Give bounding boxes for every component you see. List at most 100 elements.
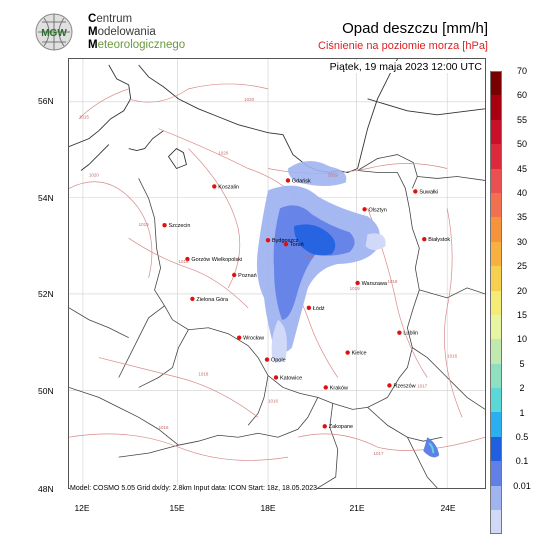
city-marker xyxy=(185,256,190,262)
city-label: Olsztyn xyxy=(369,207,387,213)
city-label: Łódź xyxy=(313,306,325,312)
isobar-label: 1016 xyxy=(447,354,457,359)
precipitation-map: Gdańsk Koszalin Szczecin Olsztyn Suwałki Biał… xyxy=(68,58,486,489)
city-label: Rzeszów xyxy=(393,383,415,389)
lat-label: 52N xyxy=(38,289,54,299)
lat-label: 54N xyxy=(38,193,54,203)
city-label: Bydgoszcz xyxy=(272,238,299,244)
organization-name: Centrum Modelowania Meteorologicznego xyxy=(88,13,186,51)
city-label: Szczecin xyxy=(169,223,191,229)
legend-swatch xyxy=(490,217,502,242)
city-label: Białystok xyxy=(428,237,450,243)
legend-swatch xyxy=(490,266,502,291)
isobar-label: 1019 xyxy=(139,222,149,227)
isobar-label: 1019 xyxy=(328,172,338,177)
imgw-logo: MGW xyxy=(35,13,73,51)
legend-swatch xyxy=(490,144,502,169)
precipitation-legend xyxy=(490,71,502,535)
legend-swatch xyxy=(490,412,502,437)
legend-tick-label: 5 xyxy=(519,358,525,369)
city-marker xyxy=(212,184,217,189)
legend-tick-label: 0.5 xyxy=(515,432,529,442)
isobar-label: 1015 xyxy=(79,115,89,120)
city-marker xyxy=(264,357,270,362)
isobar-label: 1019 xyxy=(350,286,360,291)
city-marker xyxy=(323,385,328,390)
legend-swatch xyxy=(490,241,502,267)
isobar-label: 1017 xyxy=(374,451,384,456)
city-marker xyxy=(322,424,327,429)
isobar-label: 1016 xyxy=(268,398,278,403)
legend-swatch xyxy=(490,363,502,389)
city-label: Suwałki xyxy=(419,189,438,195)
legend-tick-label: 15 xyxy=(516,310,527,320)
legend-tick-label: 60 xyxy=(516,90,527,101)
legend-tick-label: 10 xyxy=(516,334,527,345)
isobar-label: 1018 xyxy=(159,425,169,430)
lon-label: 21E xyxy=(349,503,365,513)
legend-swatch xyxy=(490,119,502,145)
legend-tick-label: 55 xyxy=(516,114,527,125)
city-label: Opole xyxy=(271,358,286,364)
legend-swatch xyxy=(490,510,502,535)
city-marker xyxy=(232,272,237,278)
legend-tick-label: 25 xyxy=(516,261,527,272)
legend-tick-label: 35 xyxy=(516,212,527,223)
legend-tick-label: 1 xyxy=(519,407,525,418)
city-label: Kielce xyxy=(352,351,367,357)
city-label: Gdańsk xyxy=(292,178,311,184)
city-label: Zielona Góra xyxy=(196,297,229,303)
city-marker xyxy=(422,236,427,242)
city-marker xyxy=(162,223,167,228)
legend-swatch xyxy=(490,485,502,511)
legend-tick-label: 0.1 xyxy=(515,456,529,467)
lat-label: 56N xyxy=(38,96,54,106)
isobar-label: 1018 xyxy=(198,372,208,377)
legend-swatch xyxy=(490,436,502,462)
legend-tick-label: 45 xyxy=(516,163,527,174)
city-marker xyxy=(355,280,360,286)
legend-swatch xyxy=(490,168,502,193)
legend-tick-label: 70 xyxy=(516,66,527,76)
city-marker xyxy=(387,383,392,388)
city-label: Gorzów Wielkopolski xyxy=(191,257,242,263)
legend-swatch xyxy=(490,71,502,96)
forecast-datetime: Piątek, 19 maja 2023 12:00 UTC xyxy=(327,61,484,73)
legend-tick-label: 0.01 xyxy=(513,480,531,491)
city-marker xyxy=(362,207,367,212)
isobar-label: 1019 xyxy=(178,259,188,264)
isobar-label: 1018 xyxy=(304,254,314,259)
model-info: Model: COSMO 5.05 Grid dx/dy: 2.8km Inpu… xyxy=(70,485,318,492)
isobar-labels: 1020 1020 1020 1019 1019 1019 1019 1018 1018 1018… xyxy=(79,97,458,456)
city-marker xyxy=(285,178,291,183)
legend-swatch xyxy=(490,461,502,486)
legend-swatch xyxy=(490,339,502,364)
lon-label: 24E xyxy=(440,503,456,513)
city-label: Toruń xyxy=(290,242,304,248)
legend-swatch xyxy=(490,192,502,218)
city-markers: Gdańsk Koszalin Szczecin Olsztyn Suwałki Biał… xyxy=(162,178,450,430)
city-label: Lublin xyxy=(403,331,418,337)
lon-label: 15E xyxy=(169,503,185,513)
city-marker xyxy=(190,296,195,302)
city-label: Wrocław xyxy=(243,336,264,342)
legend-swatch xyxy=(490,95,502,120)
lat-label: 50N xyxy=(38,386,54,396)
legend-tick-label: 50 xyxy=(516,139,527,150)
city-marker xyxy=(273,375,279,380)
isobar-label: 1020 xyxy=(244,97,254,102)
city-marker xyxy=(306,305,312,311)
logo-text: MGW xyxy=(41,28,67,39)
lon-label: 12E xyxy=(74,503,90,513)
legend-tick-label: 30 xyxy=(516,236,527,247)
map-title: Opad deszczu [mm/h] xyxy=(342,20,488,37)
map-subtitle: Ciśnienie na poziomie morza [hPa] xyxy=(318,40,488,52)
lat-label: 48N xyxy=(38,484,54,494)
legend-swatch xyxy=(490,290,502,315)
city-label: Warszawa xyxy=(362,281,388,287)
precipitation-field xyxy=(256,161,440,458)
isobar-label: 1017 xyxy=(417,383,427,388)
city-label: Zakopane xyxy=(329,424,353,430)
city-label: Kraków xyxy=(330,385,348,391)
city-marker xyxy=(236,335,242,340)
